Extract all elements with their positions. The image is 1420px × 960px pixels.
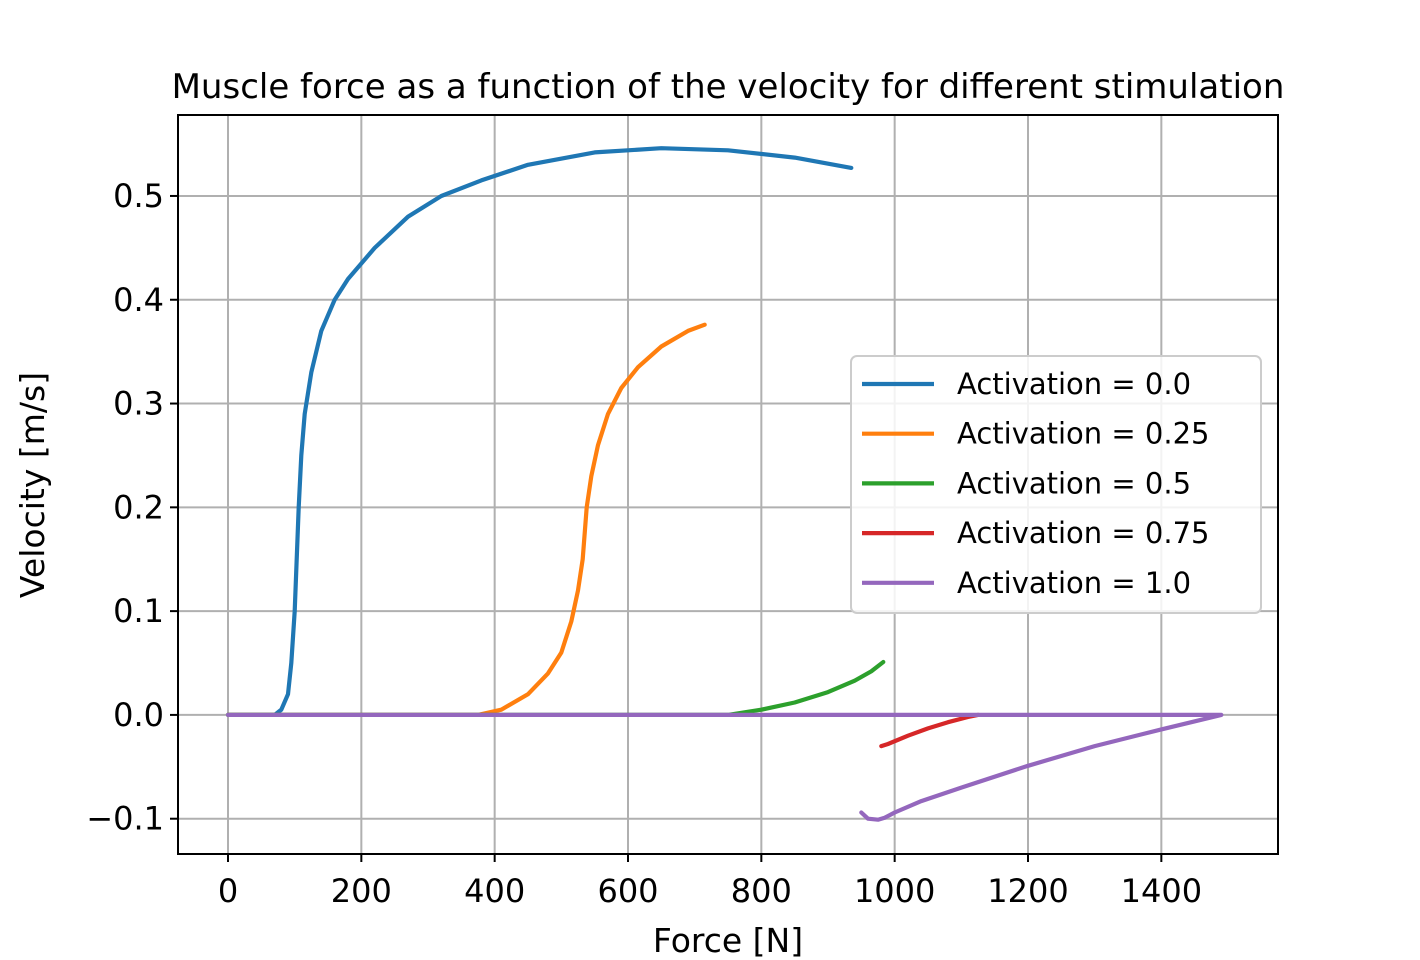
x-tick-label: 1200 — [987, 872, 1068, 910]
x-tick-label: 600 — [597, 872, 658, 910]
legend-label-1: Activation = 0.25 — [957, 417, 1210, 451]
x-tick-label: 800 — [731, 872, 792, 910]
x-tick-label: 1400 — [1121, 872, 1202, 910]
y-axis-label: Velocity [m/s] — [13, 372, 52, 598]
x-tick-label: 200 — [331, 872, 392, 910]
x-tick-label: 400 — [464, 872, 525, 910]
plot-frame — [177, 114, 1279, 855]
y-tick-label: 0.0 — [113, 696, 164, 734]
x-tick-label: 1000 — [854, 872, 935, 910]
legend-label-0: Activation = 0.0 — [957, 367, 1191, 401]
series-line-4 — [225, 712, 1224, 822]
y-tick-label: −0.1 — [86, 800, 164, 838]
legend-label-4: Activation = 1.0 — [957, 566, 1191, 600]
legend: Activation = 0.0 Activation = 0.25 Activat… — [850, 355, 1262, 614]
y-tick-label: 0.3 — [113, 385, 164, 423]
series-group — [225, 146, 1224, 822]
y-tick-label: 0.5 — [113, 177, 164, 215]
chart-title: Muscle force as a function of the veloci… — [172, 67, 1285, 107]
legend-label-2: Activation = 0.5 — [957, 466, 1191, 500]
legend-box — [850, 355, 1262, 614]
y-tick-label: 0.2 — [113, 488, 164, 526]
x-tick-label: 0 — [218, 872, 238, 910]
series-line-0 — [225, 146, 854, 717]
series-line-1 — [225, 322, 707, 717]
tick-group: 0 200 400 600 800 1000 1200 1400 −0.1 0.0 0.1 0.2 0.… — [86, 177, 1202, 910]
x-axis-label: Force [N] — [653, 921, 803, 960]
y-tick-label: 0.4 — [113, 281, 164, 319]
y-tick-label: 0.1 — [113, 592, 164, 630]
legend-label-3: Activation = 0.75 — [957, 516, 1210, 550]
